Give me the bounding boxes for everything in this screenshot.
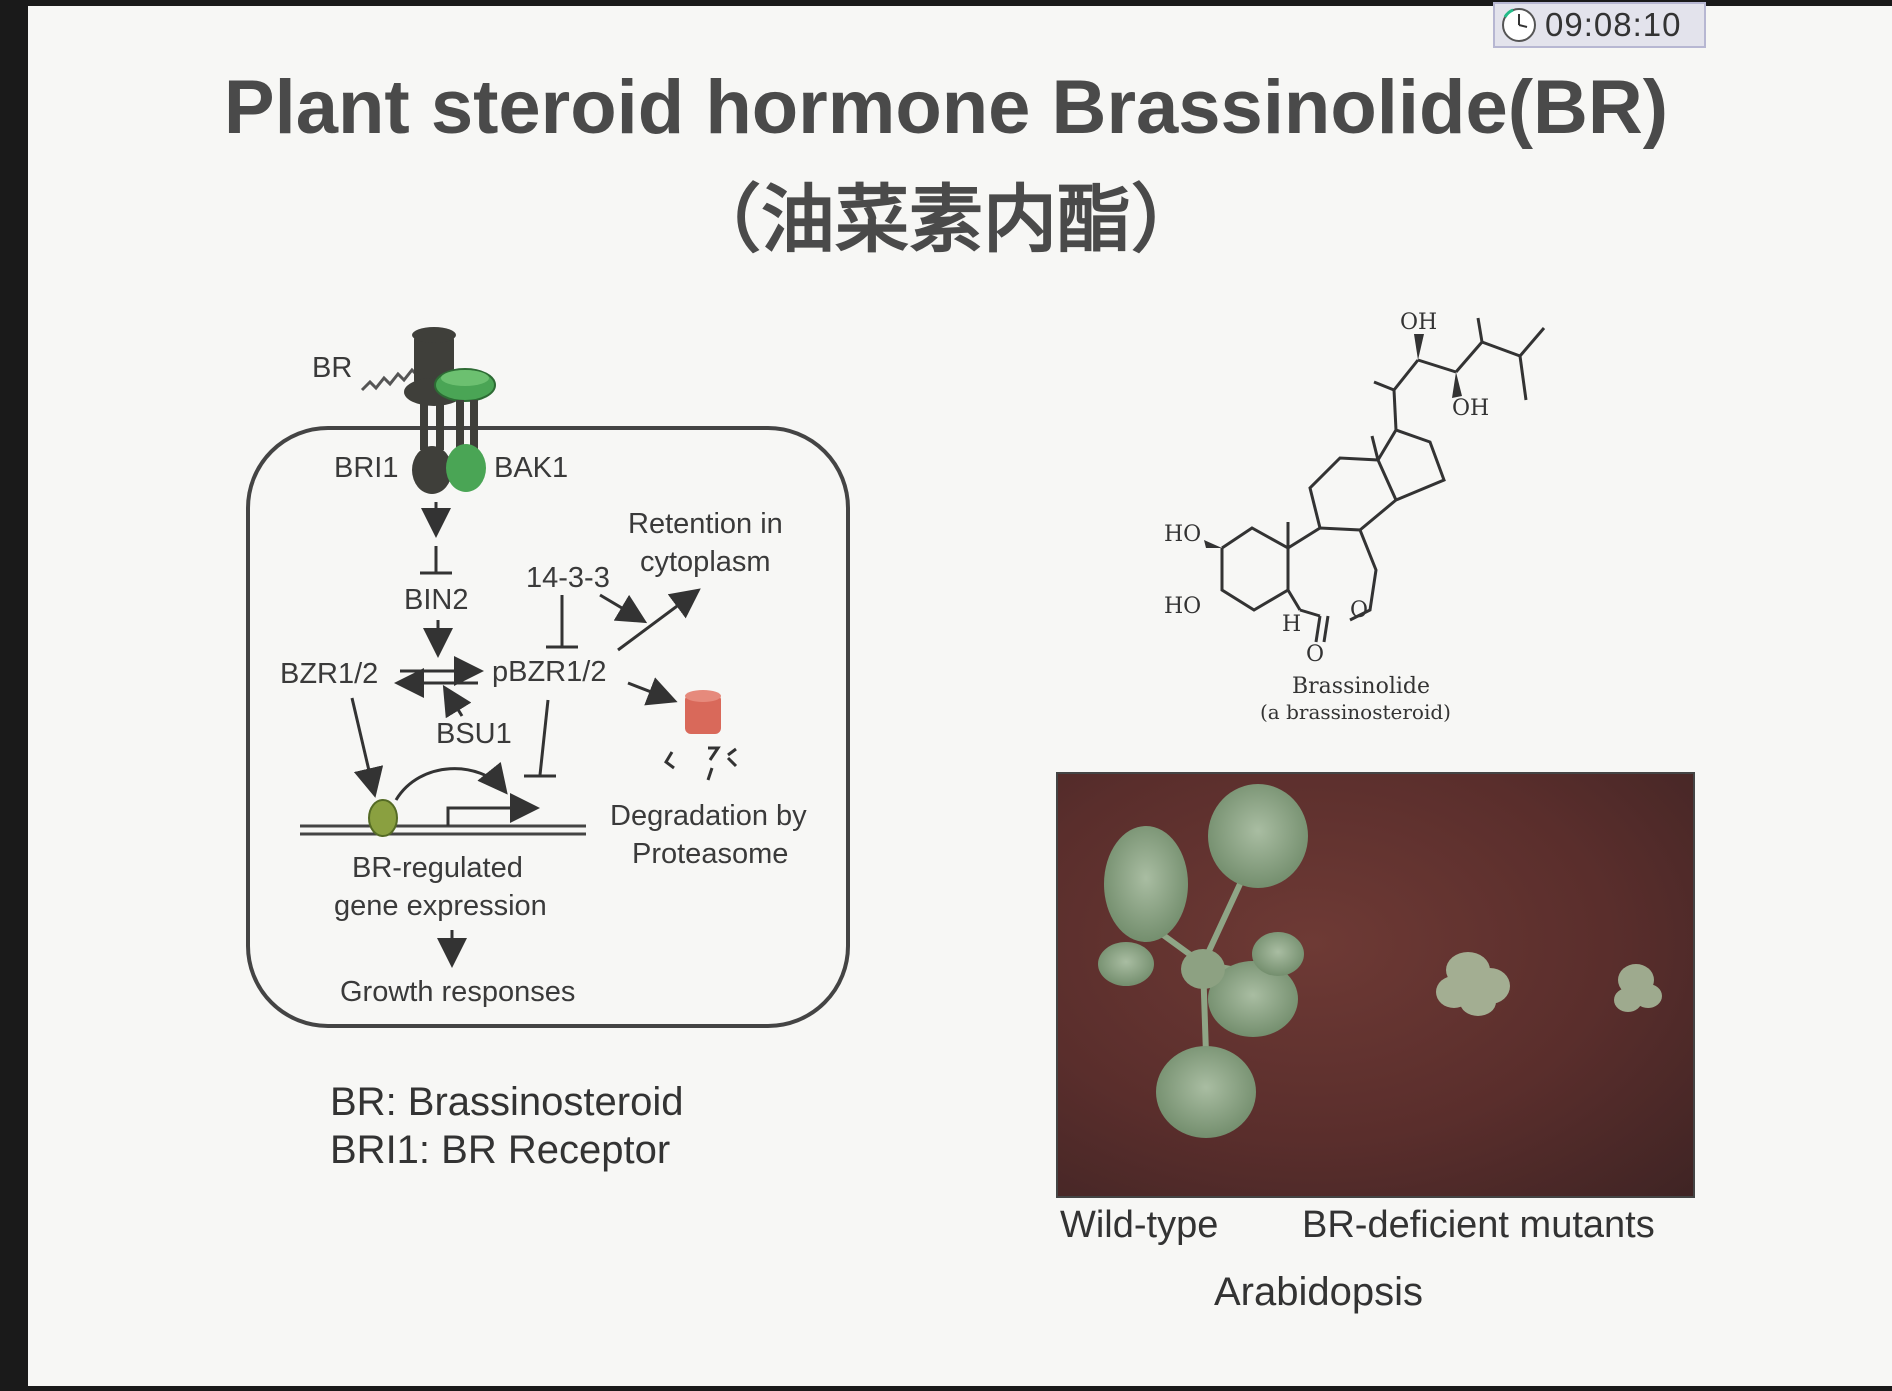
degraded-fragments-icon bbox=[664, 746, 738, 781]
label-bsu1: BSU1 bbox=[436, 718, 512, 750]
presentation-timer: 09:08:10 bbox=[1493, 2, 1706, 48]
label-o-carbonyl: O bbox=[1306, 642, 1325, 667]
slide-title: Plant steroid hormone Brassinolide(BR) bbox=[223, 65, 1669, 150]
label-bzr: BZR1/2 bbox=[280, 658, 379, 690]
label-retention-2: cytoplasm bbox=[640, 546, 771, 578]
label-gene-1: BR-regulated bbox=[352, 852, 523, 884]
label-bin2: BIN2 bbox=[404, 584, 469, 616]
label-degradation-2: Proteasome bbox=[632, 838, 789, 870]
timer-value: 09:08:10 bbox=[1545, 6, 1682, 43]
clock-icon bbox=[1502, 8, 1536, 42]
label-oh-top: OH bbox=[1400, 310, 1438, 335]
label-pbzr: pBZR1/2 bbox=[492, 656, 607, 688]
label-bak1: BAK1 bbox=[494, 452, 569, 484]
cell-membrane bbox=[246, 426, 850, 1028]
proteasome-icon bbox=[685, 694, 721, 734]
bri1-kinase bbox=[412, 446, 452, 494]
slide-subtitle: （油菜素内酯） bbox=[687, 178, 1205, 261]
bak1-kinase bbox=[446, 444, 486, 492]
caption-wild-type: Wild-type bbox=[1060, 1204, 1219, 1246]
bzr-bound-dot bbox=[368, 799, 398, 837]
label-oh-mid: OH bbox=[1452, 396, 1490, 421]
br-molecule-icon bbox=[360, 367, 418, 392]
label-o-ring: O bbox=[1350, 598, 1369, 623]
label-bri1: BRI1 bbox=[334, 452, 399, 484]
label-14-3-3: 14-3-3 bbox=[526, 562, 610, 594]
caption-br-mutants: BR-deficient mutants bbox=[1302, 1204, 1655, 1246]
arabidopsis-photo bbox=[1056, 772, 1695, 1198]
label-h: H bbox=[1282, 612, 1302, 637]
label-br: BR bbox=[312, 352, 353, 384]
label-ho-upper: HO bbox=[1164, 522, 1202, 547]
structure-name: Brassinolide bbox=[1292, 674, 1431, 699]
label-growth: Growth responses bbox=[340, 976, 576, 1008]
label-retention-1: Retention in bbox=[628, 508, 783, 540]
caption-species: Arabidopsis bbox=[1214, 1270, 1424, 1314]
label-degradation-1: Degradation by bbox=[610, 800, 807, 832]
structure-class: (a brassinosteroid) bbox=[1260, 700, 1451, 724]
legend-br: BR: Brassinosteroid bbox=[330, 1080, 684, 1124]
label-gene-2: gene expression bbox=[334, 890, 547, 922]
label-ho-lower: HO bbox=[1164, 594, 1202, 619]
plant-rosettes-image bbox=[1098, 784, 1662, 1138]
legend-bri1: BRI1: BR Receptor bbox=[330, 1128, 671, 1172]
